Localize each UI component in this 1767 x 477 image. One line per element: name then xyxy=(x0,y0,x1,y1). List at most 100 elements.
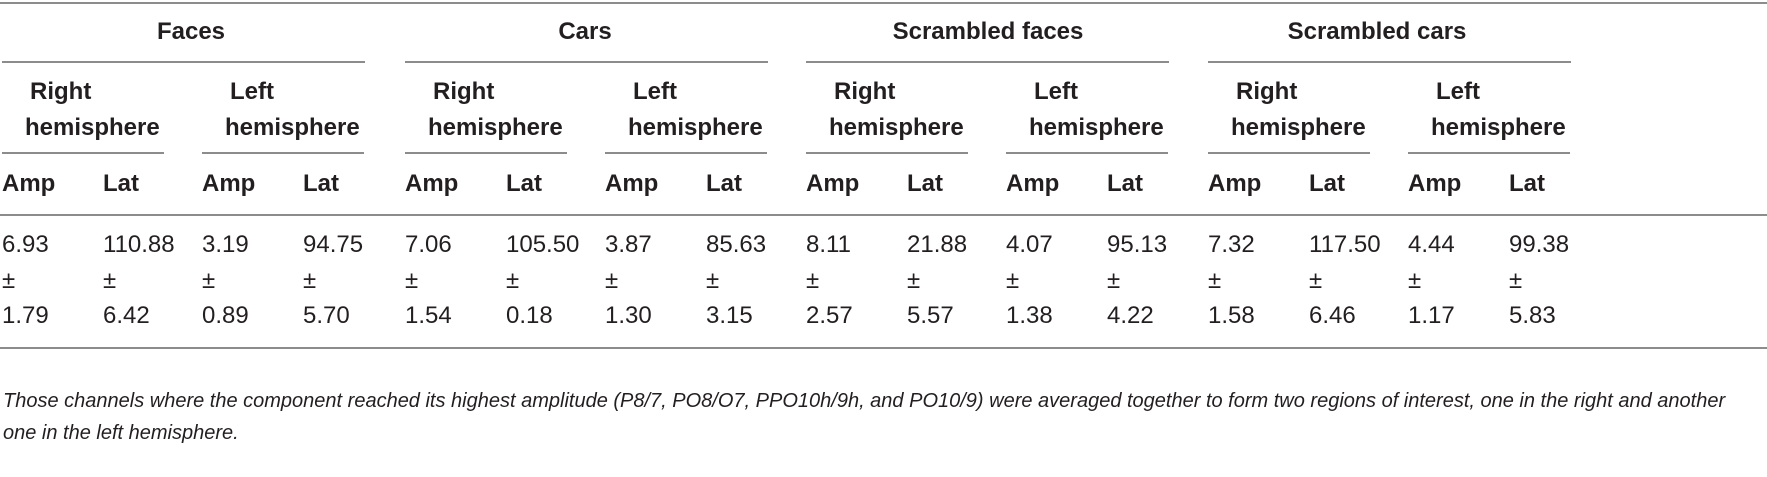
cell-sd: 1.38 xyxy=(1006,302,1053,329)
column-header: Lat xyxy=(506,170,542,197)
hemisphere-header-line: Right xyxy=(433,78,495,105)
cell-sd: 2.57 xyxy=(806,302,853,329)
cell-pm: ± xyxy=(1509,267,1523,294)
cell-mean: 6.93 xyxy=(2,231,49,258)
hemisphere-header: Left hemisphere xyxy=(1431,74,1566,146)
hemisphere-header: Left hemisphere xyxy=(1029,74,1164,146)
cell-mean: 99.38 xyxy=(1509,231,1570,258)
condition-rule xyxy=(2,61,365,63)
cell-pm: ± xyxy=(405,267,419,294)
hemisphere-header: Right hemisphere xyxy=(1231,74,1366,146)
cell-pm: ± xyxy=(1408,267,1422,294)
cell-pm: ± xyxy=(1006,267,1020,294)
cell-pm: ± xyxy=(103,267,117,294)
cell-pm: ± xyxy=(1208,267,1222,294)
column-header: Amp xyxy=(2,170,56,197)
hemisphere-rule xyxy=(1208,152,1370,154)
column-header: Amp xyxy=(1408,170,1462,197)
column-header: Amp xyxy=(806,170,860,197)
cell-mean: 4.44 xyxy=(1408,231,1455,258)
condition-header: Cars xyxy=(558,18,612,45)
column-header: Amp xyxy=(1208,170,1262,197)
cell-pm: ± xyxy=(806,267,820,294)
column-header: Amp xyxy=(405,170,459,197)
hemisphere-rule xyxy=(405,152,567,154)
hemisphere-header-line: hemisphere xyxy=(628,114,763,141)
cell-sd: 6.42 xyxy=(103,302,150,329)
hemisphere-rule xyxy=(202,152,364,154)
cell-sd: 1.54 xyxy=(405,302,452,329)
hemisphere-header: Right hemisphere xyxy=(428,74,563,146)
condition-header: Scrambled faces xyxy=(892,18,1084,45)
cell-sd: 6.46 xyxy=(1309,302,1356,329)
hemisphere-header-line: hemisphere xyxy=(1231,114,1366,141)
top-rule xyxy=(0,2,1767,4)
column-header: Amp xyxy=(605,170,659,197)
hemisphere-header: Left hemisphere xyxy=(225,74,360,146)
cell-pm: ± xyxy=(303,267,317,294)
column-header: Lat xyxy=(303,170,339,197)
hemisphere-rule xyxy=(806,152,968,154)
condition-header: Faces xyxy=(156,18,226,45)
hemisphere-rule xyxy=(1408,152,1570,154)
cell-pm: ± xyxy=(202,267,216,294)
hemisphere-rule xyxy=(605,152,767,154)
column-header: Lat xyxy=(103,170,139,197)
hemisphere-header: Right hemisphere xyxy=(25,74,160,146)
hemisphere-header-line: Right xyxy=(834,78,896,105)
hemisphere-header: Right hemisphere xyxy=(829,74,964,146)
hemisphere-rule xyxy=(2,152,164,154)
hemisphere-header-line: hemisphere xyxy=(25,114,160,141)
cell-mean: 105.50 xyxy=(506,231,580,258)
cell-pm: ± xyxy=(506,267,520,294)
cell-mean: 110.88 xyxy=(103,231,175,258)
hemisphere-header-line: hemisphere xyxy=(829,114,964,141)
cell-pm: ± xyxy=(1107,267,1121,294)
cell-pm: ± xyxy=(907,267,921,294)
hemisphere-header-line: Right xyxy=(30,78,92,105)
column-header: Lat xyxy=(706,170,742,197)
hemisphere-header-line: Left xyxy=(1034,78,1078,105)
cell-sd: 1.17 xyxy=(1408,302,1455,329)
column-header: Lat xyxy=(1107,170,1143,197)
cell-mean: 3.87 xyxy=(605,231,652,258)
cell-mean: 95.13 xyxy=(1107,231,1168,258)
cell-mean: 117.50 xyxy=(1309,231,1381,258)
cell-sd: 4.22 xyxy=(1107,302,1154,329)
cell-pm: ± xyxy=(605,267,619,294)
cell-sd: 5.83 xyxy=(1509,302,1556,329)
hemisphere-header-line: Left xyxy=(1436,78,1480,105)
footnote-rule xyxy=(0,347,1767,349)
header-bottom-rule xyxy=(0,214,1767,216)
cell-sd: 1.79 xyxy=(2,302,49,329)
hemisphere-rule xyxy=(1006,152,1168,154)
column-header: Lat xyxy=(907,170,943,197)
cell-pm: ± xyxy=(1309,267,1323,294)
cell-mean: 7.06 xyxy=(405,231,452,258)
hemisphere-header-line: Left xyxy=(230,78,274,105)
cell-mean: 8.11 xyxy=(806,231,851,258)
hemisphere-header-line: hemisphere xyxy=(1029,114,1164,141)
hemisphere-header: Left hemisphere xyxy=(628,74,763,146)
column-header: Amp xyxy=(1006,170,1060,197)
hemisphere-header-line: hemisphere xyxy=(1431,114,1566,141)
hemisphere-header-line: hemisphere xyxy=(225,114,360,141)
condition-header: Scrambled cars xyxy=(1287,18,1467,45)
hemisphere-header-line: Right xyxy=(1236,78,1298,105)
cell-mean: 4.07 xyxy=(1006,231,1053,258)
cell-sd: 5.57 xyxy=(907,302,954,329)
condition-rule xyxy=(806,61,1169,63)
cell-mean: 3.19 xyxy=(202,231,249,258)
cell-sd: 1.58 xyxy=(1208,302,1255,329)
cell-pm: ± xyxy=(706,267,720,294)
cell-mean: 21.88 xyxy=(907,231,968,258)
hemisphere-header-line: Left xyxy=(633,78,677,105)
cell-sd: 1.30 xyxy=(605,302,652,329)
cell-pm: ± xyxy=(2,267,16,294)
cell-mean: 94.75 xyxy=(303,231,364,258)
cell-sd: 5.70 xyxy=(303,302,350,329)
cell-mean: 7.32 xyxy=(1208,231,1255,258)
condition-rule xyxy=(1208,61,1571,63)
cell-sd: 0.89 xyxy=(202,302,249,329)
cell-sd: 0.18 xyxy=(506,302,553,329)
